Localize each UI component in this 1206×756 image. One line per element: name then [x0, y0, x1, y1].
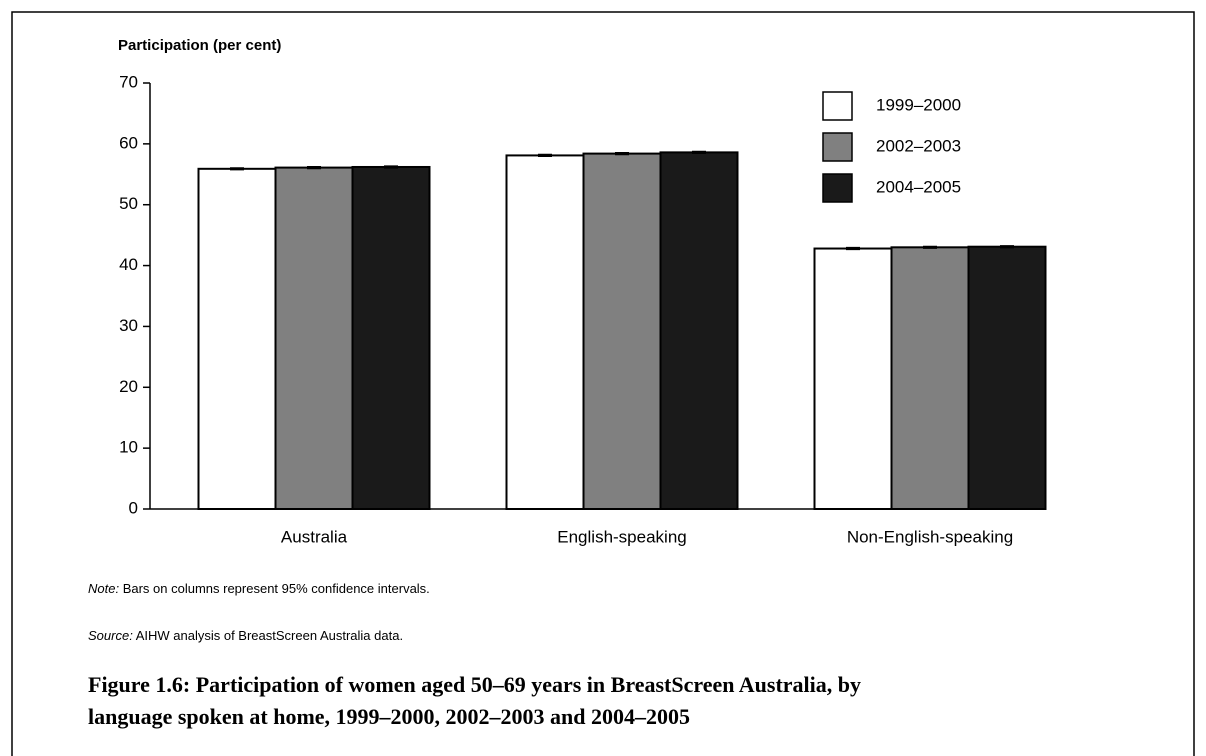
bar	[813, 247, 893, 510]
y-axis-label: Participation (per cent)	[118, 37, 281, 54]
caption: language spoken at home, 1999–2000, 2002…	[88, 704, 690, 729]
source: Source: AIHW analysis of BreastScreen Au…	[88, 628, 403, 643]
y-tick-label: 70	[119, 72, 138, 91]
bar	[351, 165, 431, 511]
x-tick-label: Non-English-speaking	[847, 527, 1013, 546]
y-tick-label: 0	[129, 498, 138, 517]
bar	[582, 152, 662, 510]
y-tick-label: 40	[119, 255, 138, 274]
bar	[274, 166, 354, 510]
bar	[197, 167, 277, 511]
error-bar	[307, 165, 321, 170]
error-bar	[538, 153, 552, 158]
caption: Figure 1.6: Participation of women aged …	[88, 672, 861, 697]
error-bar	[230, 167, 244, 171]
legend-swatch	[822, 91, 853, 121]
source-text: AIHW analysis of BreastScreen Australia …	[133, 628, 403, 643]
error-bar	[923, 245, 937, 249]
legend-label: 1999–2000	[876, 95, 961, 114]
frame	[11, 11, 1195, 756]
x-tick-label: English-speaking	[557, 527, 686, 546]
error-bar	[846, 246, 860, 251]
y-tick-label: 30	[119, 316, 138, 335]
bar	[967, 245, 1047, 510]
note-text: Bars on columns represent 95% confidence…	[119, 581, 430, 596]
bar	[505, 154, 585, 510]
legend-swatch	[822, 173, 853, 203]
y-tick-label: 10	[119, 438, 138, 457]
source-label: Source:	[88, 628, 133, 643]
error-bar	[692, 150, 706, 154]
legend-swatch	[822, 132, 853, 162]
error-bar	[615, 151, 629, 156]
y-tick-label: 50	[119, 194, 138, 213]
legend-label: 2004–2005	[876, 177, 961, 196]
error-bar	[384, 165, 398, 169]
y-tick-label: 60	[119, 133, 138, 152]
x-tick-label: Australia	[281, 527, 348, 546]
bar	[659, 151, 739, 510]
error-bar	[1000, 245, 1014, 249]
note: Note: Bars on columns represent 95% conf…	[88, 581, 430, 596]
y-tick-label: 20	[119, 377, 138, 396]
bar	[890, 246, 970, 510]
note-label: Note:	[88, 581, 119, 596]
legend-label: 2002–2003	[876, 136, 961, 155]
